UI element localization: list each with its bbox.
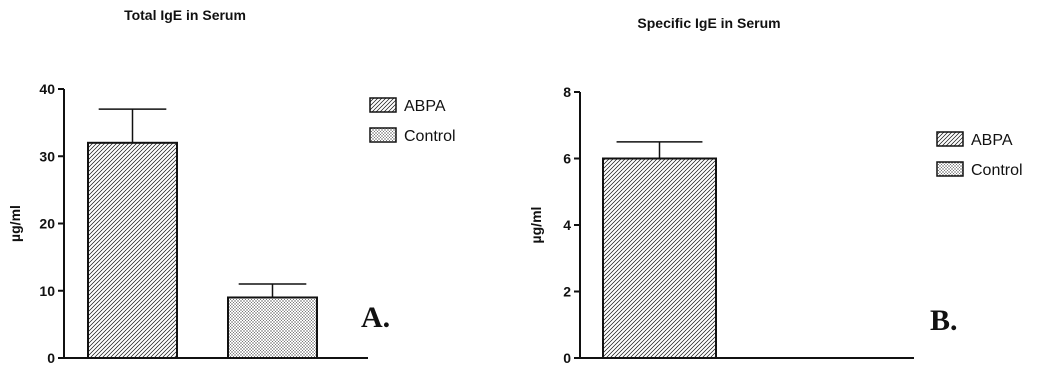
panel-label: A. xyxy=(361,301,390,334)
legend-swatch-control xyxy=(369,127,397,143)
y-tick-label: 10 xyxy=(39,283,55,299)
panel-label: B. xyxy=(930,304,958,337)
legend-label-abpa: ABPA xyxy=(971,132,1013,149)
legend-label-control: Control xyxy=(971,162,1023,179)
legend-swatch-abpa xyxy=(936,131,964,147)
chart-title: Total IgE in Serum xyxy=(124,7,246,23)
y-axis-label: µg/ml xyxy=(7,205,23,242)
y-tick-label: 0 xyxy=(47,350,55,366)
y-tick-label: 8 xyxy=(563,84,571,100)
y-tick-label: 30 xyxy=(39,148,55,164)
y-tick-label: 0 xyxy=(563,350,571,366)
y-tick-label: 20 xyxy=(39,216,55,232)
legend-swatch-abpa xyxy=(369,97,397,113)
bar-abpa xyxy=(602,157,717,359)
legend-label-abpa: ABPA xyxy=(404,98,446,115)
bar-control xyxy=(227,296,318,360)
bar-abpa xyxy=(87,141,178,359)
y-tick-label: 4 xyxy=(563,217,571,233)
chart-panel-a: Total IgE in Serum 0 10 20 30 40 µg/ml ABPA Cont… xyxy=(7,7,456,366)
chart-panel-b: Specific IgE in Serum 0 2 4 6 8 µg/ml ABPA Contr… xyxy=(528,15,1023,366)
legend-swatch-control xyxy=(936,161,964,177)
y-tick-label: 2 xyxy=(563,284,571,300)
y-tick-label: 6 xyxy=(563,151,571,167)
y-axis-label: µg/ml xyxy=(528,207,544,244)
legend-label-control: Control xyxy=(404,128,456,145)
chart-title: Specific IgE in Serum xyxy=(637,15,780,31)
y-tick-label: 40 xyxy=(39,81,55,97)
